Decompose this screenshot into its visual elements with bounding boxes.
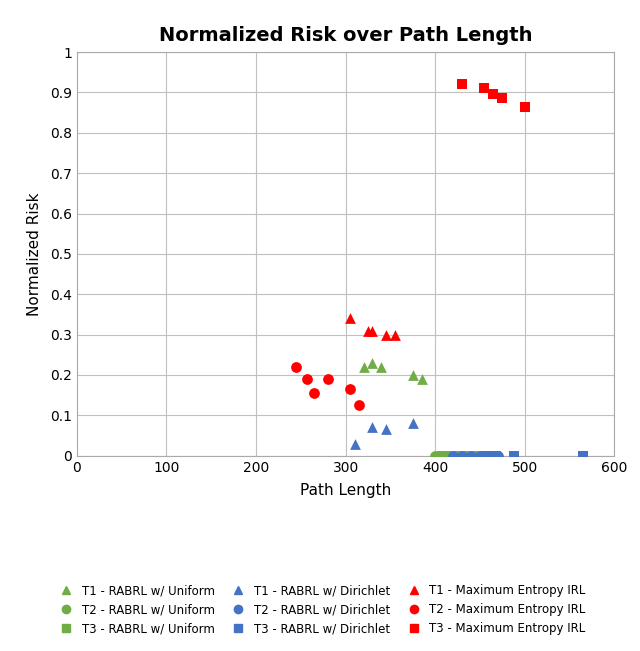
Point [509, 450, 519, 461]
Point [358, 362, 369, 372]
Point [349, 438, 360, 449]
Point [473, 450, 483, 461]
Point [417, 374, 427, 384]
Point [484, 450, 494, 461]
Point [309, 388, 319, 398]
Point [493, 450, 503, 461]
Point [479, 83, 490, 94]
Point [381, 424, 391, 435]
X-axis label: Path Length: Path Length [300, 483, 391, 498]
Point [345, 384, 355, 395]
Point [390, 329, 400, 340]
Point [381, 329, 391, 340]
Point [488, 89, 499, 100]
Legend: T1 - RABRL w/ Uniform, T2 - RABRL w/ Uniform, T3 - RABRL w/ Uniform, T1 - RABRL : T1 - RABRL w/ Uniform, T2 - RABRL w/ Uni… [51, 581, 589, 639]
Point [455, 450, 465, 461]
Point [482, 450, 492, 461]
Point [408, 370, 418, 380]
Point [367, 326, 378, 336]
Y-axis label: Normalized Risk: Normalized Risk [27, 192, 42, 316]
Point [497, 93, 508, 104]
Point [345, 313, 355, 324]
Point [475, 450, 485, 461]
Point [291, 362, 301, 372]
Point [323, 374, 333, 384]
Point [578, 450, 588, 461]
Point [437, 450, 447, 461]
Point [446, 450, 456, 461]
Point [408, 418, 418, 428]
Point [302, 374, 312, 384]
Point [354, 400, 364, 411]
Point [376, 362, 387, 372]
Point [367, 422, 378, 433]
Point [448, 450, 458, 461]
Point [491, 450, 501, 461]
Point [457, 79, 467, 90]
Point [457, 450, 467, 461]
Point [430, 450, 440, 461]
Point [464, 450, 474, 461]
Point [367, 357, 378, 368]
Point [363, 326, 373, 336]
Title: Normalized Risk over Path Length: Normalized Risk over Path Length [159, 26, 532, 45]
Point [520, 102, 530, 112]
Point [466, 450, 476, 461]
